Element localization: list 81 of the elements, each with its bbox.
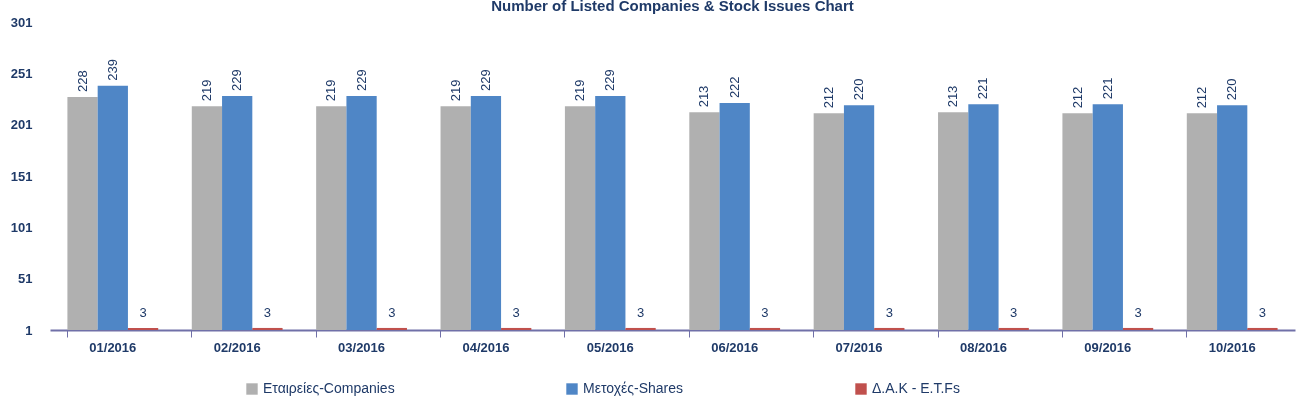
bar — [719, 103, 750, 330]
bar — [564, 106, 596, 330]
legend-label: Δ.Α.Κ - E.T.Fs — [872, 380, 960, 396]
chart-title: Number of Listed Companies & Stock Issues Chart — [491, 0, 854, 14]
legend-label: Μετοχές-Shares — [583, 380, 684, 396]
bar — [813, 113, 844, 330]
data-label: 3 — [512, 304, 520, 320]
x-tick-label: 03/2016 — [338, 339, 386, 355]
bar — [968, 104, 999, 330]
bar — [316, 106, 347, 330]
data-label: 212 — [1069, 86, 1085, 109]
data-label: 3 — [1134, 304, 1142, 320]
data-label: 213 — [696, 85, 712, 108]
data-label: 219 — [198, 79, 214, 102]
data-label: 3 — [388, 304, 396, 320]
bar — [1247, 327, 1278, 330]
data-label: 221 — [975, 77, 991, 100]
data-label: 220 — [851, 78, 867, 101]
data-label: 220 — [1224, 78, 1240, 101]
bar — [998, 327, 1029, 330]
y-tick-label: 201 — [10, 117, 33, 133]
data-label: 3 — [263, 304, 272, 320]
data-label: 228 — [74, 70, 90, 92]
bar — [97, 85, 128, 330]
legend-label: Εταιρείες-Companies — [263, 380, 395, 396]
bar — [222, 95, 253, 330]
bar — [874, 327, 905, 330]
bar — [470, 95, 502, 330]
bar — [1217, 105, 1248, 330]
bar — [346, 95, 377, 330]
data-label: 3 — [139, 304, 147, 320]
x-tick-label: 06/2016 — [711, 339, 759, 355]
bar — [689, 112, 720, 330]
data-label: 222 — [726, 76, 742, 99]
bar — [67, 96, 98, 330]
data-label: 3 — [1258, 304, 1267, 320]
data-label: 213 — [945, 85, 961, 108]
bar — [191, 106, 223, 330]
data-label: 212 — [1193, 86, 1209, 109]
x-tick-label: 04/2016 — [462, 339, 510, 355]
bar — [376, 327, 407, 330]
data-label: 219 — [323, 79, 339, 102]
data-label: 3 — [636, 304, 645, 320]
bar — [252, 327, 283, 330]
bar — [501, 327, 532, 330]
data-label: 229 — [353, 69, 369, 91]
bar — [1092, 104, 1123, 330]
data-label: 221 — [1099, 77, 1115, 100]
x-tick-label: 08/2016 — [959, 339, 1007, 355]
bar — [1062, 113, 1093, 330]
data-label: 229 — [602, 69, 618, 91]
data-label: 212 — [820, 86, 836, 109]
bar — [1186, 113, 1218, 330]
data-label: 219 — [447, 79, 463, 102]
bar — [749, 327, 781, 330]
y-tick-label: 51 — [18, 271, 33, 287]
y-tick-label: 301 — [10, 14, 33, 30]
bar — [843, 105, 875, 330]
data-label: 219 — [572, 79, 588, 102]
data-label: 239 — [104, 58, 120, 81]
bar — [938, 112, 969, 330]
bar — [440, 106, 471, 330]
data-label: 3 — [1010, 304, 1018, 320]
x-tick-label: 10/2016 — [1208, 339, 1256, 355]
data-label: 229 — [229, 69, 245, 91]
y-tick-label: 1 — [25, 322, 33, 338]
data-label: 3 — [761, 304, 769, 320]
x-tick-label: 05/2016 — [586, 339, 634, 355]
bar — [127, 327, 159, 330]
data-label: 3 — [885, 304, 893, 320]
x-tick-label: 09/2016 — [1084, 339, 1132, 355]
y-tick-label: 151 — [10, 168, 33, 184]
bar — [625, 327, 656, 330]
y-tick-label: 251 — [10, 65, 33, 81]
x-tick-label: 07/2016 — [835, 339, 883, 355]
data-label: 229 — [477, 69, 493, 91]
x-tick-label: 01/2016 — [89, 339, 137, 355]
y-tick-label: 101 — [10, 219, 33, 235]
x-tick-label: 02/2016 — [213, 339, 261, 355]
bar — [595, 95, 626, 330]
bar — [1122, 327, 1154, 330]
